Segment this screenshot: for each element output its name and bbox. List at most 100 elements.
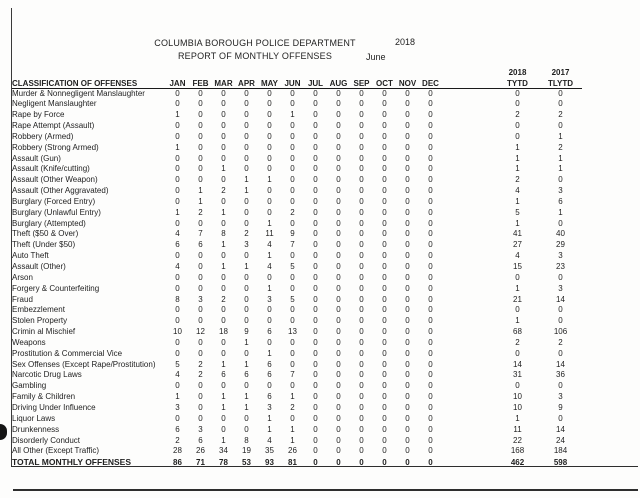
month-value: 0 — [382, 262, 387, 271]
month-value: 0 — [290, 359, 295, 369]
month-value: 0 — [336, 121, 341, 131]
tlytd-value: 40 — [556, 229, 565, 239]
month-value: 0 — [313, 413, 318, 423]
tlytd-value: 23 — [556, 262, 565, 271]
row-spacer — [442, 349, 496, 360]
month-value: 3 — [198, 294, 203, 304]
month-value: 0 — [313, 142, 318, 152]
offense-label: Narcotic Drug Laws — [12, 370, 82, 380]
tlytd-value: 29 — [556, 240, 565, 250]
month-value: 0 — [221, 381, 226, 391]
month-header: NOV — [396, 58, 419, 89]
offense-row: Burglary (Attempted) 0 0 0 0 1 0 0 0 0 0 0 0 1 0 — [12, 219, 582, 230]
month-value: 0 — [244, 142, 249, 152]
month-value: 0 — [175, 316, 180, 326]
month-value: 0 — [336, 359, 341, 369]
tlytd-value: 0 — [558, 348, 563, 358]
month-value: 0 — [198, 153, 203, 163]
month-value: 0 — [175, 218, 180, 228]
month-value: 0 — [359, 424, 364, 434]
month-value: 0 — [428, 186, 433, 196]
month-value: 0 — [244, 413, 249, 423]
month-value: 0 — [428, 370, 433, 380]
row-spacer — [442, 110, 496, 121]
month-value: 11 — [265, 229, 274, 239]
month-value: 0 — [313, 435, 318, 445]
tytd-value: 2 — [515, 110, 520, 120]
tytd-value: 1 — [515, 153, 520, 163]
month-value: 0 — [221, 348, 226, 358]
tytd-value: 0 — [515, 305, 520, 315]
row-spacer — [442, 457, 496, 467]
month-value: 0 — [405, 142, 410, 152]
month-value: 6 — [267, 370, 272, 380]
month-value: 0 — [382, 446, 387, 456]
month-value: 2 — [290, 402, 295, 412]
offense-row: Drunkenness 6 3 0 0 1 1 0 0 0 0 0 0 11 14 — [12, 425, 582, 436]
month-value: 2 — [244, 229, 249, 239]
month-value: 0 — [359, 88, 364, 98]
month-value: 7 — [198, 229, 203, 239]
offense-row: Burglary (Unlawful Entry) 1 2 1 0 0 2 0 0 0 0 0 0 5 1 — [12, 208, 582, 219]
month-value: 0 — [221, 142, 226, 152]
row-spacer — [442, 403, 496, 414]
tlytd-value: 3 — [558, 392, 563, 402]
total-month-value: 86 — [173, 457, 182, 467]
month-value: 6 — [198, 435, 203, 445]
month-value: 0 — [267, 196, 272, 206]
month-value: 0 — [359, 316, 364, 326]
offense-label: Burglary (Forced Entry) — [12, 196, 96, 206]
month-value: 0 — [382, 370, 387, 380]
month-value: 0 — [405, 316, 410, 326]
month-value: 7 — [290, 240, 295, 250]
month-value: 0 — [313, 370, 318, 380]
tlytd-value: 0 — [558, 175, 563, 185]
month-value: 0 — [382, 424, 387, 434]
month-value: 0 — [382, 294, 387, 304]
month-value: 3 — [198, 424, 203, 434]
month-value: 0 — [313, 186, 318, 196]
month-value: 0 — [382, 272, 387, 282]
month-value: 0 — [198, 402, 203, 412]
offense-row: Assault (Gun) 0 0 0 0 0 0 0 0 0 0 0 0 1 1 — [12, 154, 582, 165]
month-value: 0 — [336, 392, 341, 402]
month-value: 0 — [221, 175, 226, 185]
month-value: 0 — [313, 196, 318, 206]
month-value: 1 — [198, 196, 203, 206]
offense-row: Gambling 0 0 0 0 0 0 0 0 0 0 0 0 0 0 — [12, 381, 582, 392]
total-tytd-value: 462 — [510, 457, 525, 467]
total-row: TOTAL MONTHLY OFFENSES 86 71 78 53 93 81 0 0 0 0 0… — [12, 457, 582, 467]
offense-label: Assault (Other Aggravated) — [12, 186, 109, 196]
month-value: 0 — [244, 348, 249, 358]
month-value: 0 — [428, 359, 433, 369]
month-value: 1 — [290, 424, 295, 434]
month-value: 0 — [405, 381, 410, 391]
month-value: 0 — [405, 229, 410, 239]
month-value: 0 — [290, 218, 295, 228]
month-value: 0 — [359, 218, 364, 228]
month-value: 0 — [290, 186, 295, 196]
month-value: 0 — [175, 272, 180, 282]
month-value: 0 — [428, 413, 433, 423]
month-value: 6 — [175, 240, 180, 250]
row-spacer — [442, 414, 496, 425]
tytd-value: 31 — [513, 370, 522, 380]
month-value: 0 — [428, 446, 433, 456]
month-value: 0 — [359, 370, 364, 380]
month-value: 0 — [221, 305, 226, 315]
offense-row: Robbery (Strong Armed) 1 0 0 0 0 0 0 0 0 0 0 0 1 2 — [12, 143, 582, 154]
tlytd-value: 0 — [558, 381, 563, 391]
offense-label: Assault (Other Weapon) — [12, 175, 98, 185]
month-value: 0 — [336, 435, 341, 445]
tytd-value: 0 — [515, 121, 520, 131]
offense-row: Driving Under Influence 3 0 1 1 3 2 0 0 0 0 0 0 10 9 — [12, 403, 582, 414]
month-value: 1 — [244, 402, 249, 412]
month-value: 6 — [175, 424, 180, 434]
month-value: 0 — [198, 272, 203, 282]
month-value: 0 — [313, 446, 318, 456]
scan-edge-line — [11, 8, 12, 467]
month-value: 0 — [175, 251, 180, 261]
tytd-value: 10 — [513, 392, 522, 402]
month-value: 2 — [175, 435, 180, 445]
tytd-value: 1 — [515, 196, 520, 206]
